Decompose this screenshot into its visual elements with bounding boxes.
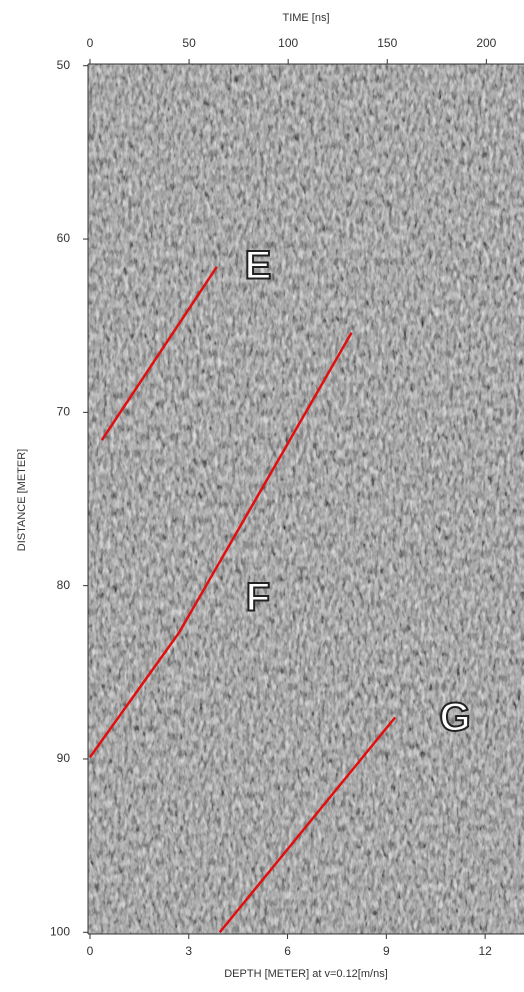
y-tick-label: 70 (57, 405, 71, 419)
y-tick-label: 60 (57, 231, 71, 245)
bottom-tick-label: 9 (383, 944, 390, 958)
top-tick-label: 200 (476, 36, 496, 50)
bottom-axis-title: DEPTH [METER] at v=0.12[m/ns] (224, 968, 388, 980)
y-tick-label: 90 (57, 751, 71, 765)
annotation-line (218, 716, 397, 934)
annotation-line (100, 266, 218, 441)
top-tick-label: 150 (377, 36, 397, 50)
top-tick-label: 50 (182, 36, 196, 50)
top-tick-label: 0 (87, 36, 94, 50)
y-tick-label: 100 (50, 924, 70, 938)
radargram-texture (88, 64, 524, 934)
annotation-line (88, 332, 353, 758)
annotations (88, 266, 397, 934)
bottom-tick-label: 12 (478, 944, 492, 958)
bottom-tick-label: 0 (87, 944, 94, 958)
y-axis-title: DISTANCE [METER] (16, 449, 28, 551)
annotation-label: G (439, 696, 470, 740)
bottom-tick-label: 3 (185, 944, 192, 958)
y-tick-label: 80 (57, 578, 71, 592)
annotation-label: E (245, 244, 272, 288)
y-tick-label: 50 (57, 58, 71, 72)
top-axis-title: TIME [ns] (282, 12, 329, 24)
annotation-label: F (246, 576, 270, 620)
top-tick-label: 100 (278, 36, 298, 50)
bottom-tick-label: 6 (284, 944, 291, 958)
